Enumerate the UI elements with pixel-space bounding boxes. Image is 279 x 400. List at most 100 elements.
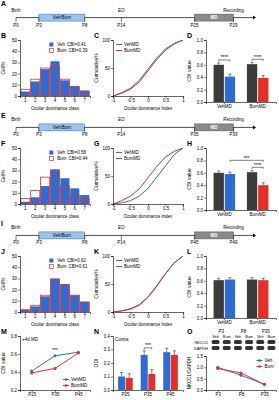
y-tick-mark: [18, 159, 20, 160]
axis-line: [18, 257, 21, 313]
y-tick: 100: [102, 254, 113, 259]
timeline-tick: [16, 127, 17, 131]
y-tick-mark: [18, 204, 20, 205]
x-tick-label: 0: [147, 314, 150, 319]
bar: [31, 81, 40, 96]
panel-label: C: [94, 32, 99, 39]
x-tick: 1: [182, 96, 185, 103]
y-tick: 0.6: [197, 171, 206, 176]
timeline-event: EO: [118, 225, 125, 230]
timeline-event: Birth: [11, 225, 21, 230]
y-tick-mark: [18, 40, 20, 41]
axis: VehMDBumMD: [207, 318, 277, 325]
axis: 050100: [102, 254, 113, 315]
bar: [31, 191, 40, 204]
y-axis-title: Cell%: [0, 277, 6, 291]
x-tick: P8: [239, 390, 245, 397]
timeline-tick-label: P0: [13, 23, 19, 28]
blot-band: [245, 346, 253, 350]
x-tick-label: P35: [144, 392, 153, 397]
axis: P25P35P45: [114, 390, 184, 397]
bar: [247, 172, 257, 210]
x-tick-label: -1: [111, 314, 115, 319]
axis: 0.00.20.40.60.81.0: [197, 254, 207, 321]
point: [263, 383, 266, 386]
timeline: Veh/BumMDP0P3P8P14P35P39BirthEORecording: [11, 117, 256, 137]
y-tick-label: 40: [12, 157, 18, 162]
legend: VehMDBumMD: [116, 258, 141, 269]
bar: [148, 374, 155, 390]
significance: ***: [244, 155, 250, 161]
legend-label: Bum: [57, 48, 67, 53]
y-tick-label: 1.0: [197, 38, 204, 43]
line: [113, 40, 183, 96]
panel-label: B: [1, 32, 6, 39]
panel: 050100-1-0.500.51Cumulative%Ocular domin…: [93, 140, 185, 219]
y-tick-label: 100: [102, 254, 110, 259]
y-tick-mark: [204, 268, 206, 269]
y-tick-label: 0.6: [197, 279, 204, 284]
legend-note: CBI=0.58: [67, 150, 86, 155]
error-cap: [120, 372, 123, 373]
timeline-tick: [16, 18, 17, 23]
x-tick: 2: [34, 96, 37, 103]
bar: [225, 280, 235, 318]
axis: 01020304050: [12, 38, 21, 99]
panel-label: D: [187, 32, 192, 39]
x-tick: VehMD: [217, 210, 233, 217]
y-tick: 0: [14, 202, 20, 207]
legend-marker: [258, 365, 261, 368]
x-axis-title: Ocular dominance index: [124, 322, 173, 327]
timeline-event: EO: [118, 8, 125, 13]
line: [113, 148, 183, 204]
bar: [80, 302, 89, 312]
axis: VehMDBumMD: [207, 210, 277, 217]
x-tick-label: 0.5: [163, 206, 170, 211]
md-label: MD: [211, 125, 219, 130]
y-tick-mark: [204, 379, 206, 380]
legend-label: Veh: [57, 42, 65, 47]
y-tick: 30: [12, 60, 20, 65]
timeline-event: Recording: [223, 225, 244, 230]
bar: [50, 61, 59, 96]
note: +4d MD: [22, 337, 39, 342]
panel-label: H: [187, 140, 192, 147]
timeline-arrow: [253, 125, 256, 129]
point: [54, 354, 57, 357]
axis-line: [18, 149, 21, 205]
group-label: Bum: [268, 335, 276, 339]
x-tick-label: P45: [75, 392, 84, 397]
legend: VehCBI=0.62BumCBI=0.61: [49, 258, 88, 269]
error-cap: [251, 277, 254, 278]
x-tick: P45: [75, 390, 84, 397]
y-tick: 40: [12, 157, 20, 162]
y-tick-label: 1.0: [197, 146, 204, 151]
timeline-tick: [194, 127, 195, 131]
legend-swatch: [63, 385, 69, 386]
y-tick: 0.2: [197, 304, 206, 309]
legend-swatch: [49, 43, 53, 47]
bar: [247, 280, 257, 318]
y-axis-title: Cumulative%: [93, 269, 99, 299]
bar: [21, 89, 30, 96]
bar: [118, 377, 125, 391]
y-tick: 1.0: [197, 146, 206, 151]
bar: [80, 195, 89, 204]
panel: 050100-1-0.500.51Cumulative%Ocular domin…: [93, 32, 185, 111]
x-tick: 0.5: [163, 96, 170, 103]
x-tick: 6: [74, 312, 77, 319]
panel: 010203040501234567Cell%Ocular dominance …: [0, 140, 91, 219]
point: [216, 367, 219, 370]
y-tick-mark: [111, 176, 113, 177]
md-box: [195, 232, 234, 239]
error-bar: [263, 278, 264, 280]
x-tick-label: 0: [147, 98, 150, 103]
axis: 050100: [102, 38, 113, 99]
bar: [258, 185, 268, 210]
legend-marker: [65, 384, 68, 387]
y-tick: 0.5: [197, 377, 206, 382]
group-label: Bum: [245, 335, 253, 339]
y-tick: 40: [12, 265, 20, 270]
y-tick-label: 0.6: [11, 352, 18, 357]
point: [54, 367, 57, 370]
